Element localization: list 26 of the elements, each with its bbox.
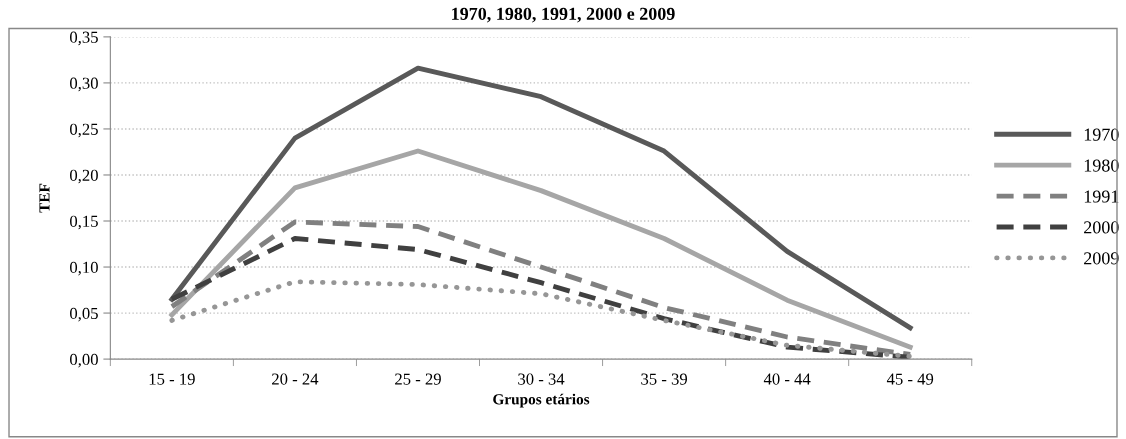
y-tick-label: 0,20 [70, 169, 98, 184]
legend-label: 2009 [1084, 252, 1119, 265]
line-series [169, 279, 913, 359]
x-tick-label: 45 - 49 [886, 373, 934, 385]
legend-label: 1980 [1084, 159, 1119, 172]
line-series [169, 65, 913, 331]
x-tick-label: 20 - 24 [272, 373, 319, 385]
y-tick-label: 0,35 [70, 31, 98, 46]
legend-label: 2000 [1084, 221, 1119, 234]
x-tick-label: 15 - 19 [149, 373, 195, 385]
y-tick-label: 0,10 [70, 261, 98, 276]
x-tick-label: 40 - 44 [763, 373, 811, 385]
x-tick-label: 30 - 34 [518, 373, 565, 385]
x-tick-label: 35 - 39 [641, 373, 688, 385]
y-tick-label: 0,30 [70, 77, 98, 92]
y-tick-label: 0,00 [70, 353, 98, 368]
x-axis-title: Grupos etários [493, 393, 590, 408]
y-tick-label: 0,05 [70, 307, 98, 322]
y-axis-title: TEF [39, 183, 50, 213]
legend-label: 1991 [1084, 190, 1119, 203]
y-tick-label: 0,15 [70, 215, 98, 230]
chart-title: 1970, 1980, 1991, 2000 e 2009 [452, 7, 675, 23]
line-series [169, 148, 913, 350]
y-tick-label: 0,25 [70, 123, 98, 138]
x-tick-label: 25 - 29 [395, 373, 441, 385]
legend-label: 1970 [1084, 128, 1119, 141]
